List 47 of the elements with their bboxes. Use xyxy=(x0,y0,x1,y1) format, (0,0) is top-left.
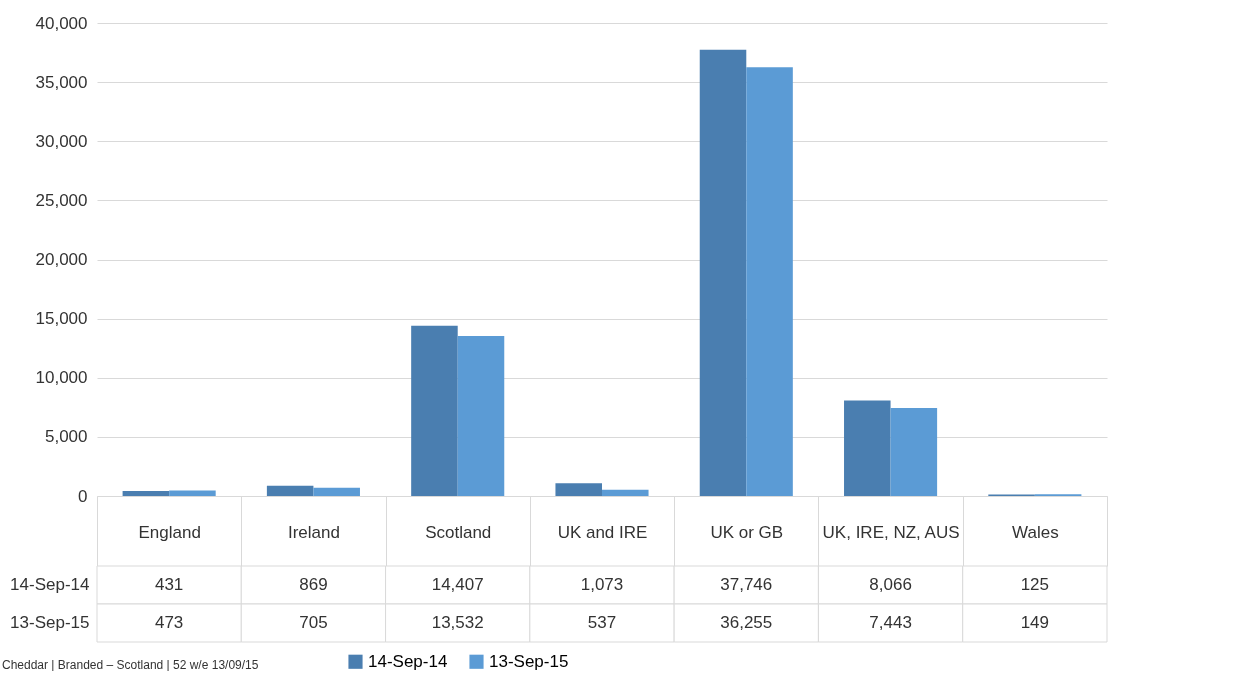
x-tick-label: UK and IRE xyxy=(557,522,648,542)
data-label: 7,443 xyxy=(869,613,912,632)
x-tick-label: Wales xyxy=(1012,522,1059,542)
bar xyxy=(844,400,891,496)
bar xyxy=(890,407,938,496)
text: Cheddar | Branded – Scotland | 52 w/e 13/09/15 xyxy=(2,658,259,672)
data-label: 125 xyxy=(1020,575,1050,594)
y-tick-label: 0 xyxy=(78,486,88,506)
x-tick-label: Scotland xyxy=(425,522,492,542)
data-label: 869 xyxy=(299,575,328,594)
y-tick-label: 15,000 xyxy=(35,309,88,329)
x-tick-label: Ireland xyxy=(287,522,340,542)
y-tick-label: 5,000 xyxy=(44,427,88,447)
data-label: 14,407 xyxy=(431,575,484,594)
data-label: 431 xyxy=(154,575,184,594)
data-label: 473 xyxy=(154,613,184,632)
bar xyxy=(411,325,458,496)
bar xyxy=(169,490,216,496)
y-tick-label: 25,000 xyxy=(35,190,88,210)
data-label: 36,255 xyxy=(720,613,773,632)
data-label: 705 xyxy=(299,613,328,632)
x-tick-label: UK, IRE, NZ, AUS xyxy=(822,522,960,542)
data-label: 537 xyxy=(587,613,617,632)
data-label: 149 xyxy=(1020,613,1050,632)
legend-label: 13-Sep-15 xyxy=(489,651,569,671)
y-tick-label: 10,000 xyxy=(35,368,88,388)
bar xyxy=(122,490,170,496)
bar xyxy=(457,335,505,496)
bar xyxy=(746,67,793,496)
y-tick-label: 20,000 xyxy=(35,250,88,269)
bar xyxy=(699,49,747,496)
y-tick-label: 40,000 xyxy=(35,13,88,33)
bar xyxy=(266,485,314,496)
data-label: 1,073 xyxy=(580,575,624,594)
bar xyxy=(602,489,649,496)
text: 13-Sep-15 xyxy=(10,613,90,632)
text: 14-Sep-14 xyxy=(10,575,90,594)
y-tick-label: 35,000 xyxy=(35,72,88,92)
x-tick-label: UK or GB xyxy=(710,522,784,542)
bar xyxy=(555,483,602,496)
x-tick-label: England xyxy=(138,522,201,542)
data-label: 13,532 xyxy=(431,613,484,632)
y-tick-label: 30,000 xyxy=(35,131,88,151)
data-label: 8,066 xyxy=(869,575,912,594)
legend-label: 14-Sep-14 xyxy=(368,651,448,671)
bar xyxy=(313,487,360,496)
data-label: 37,746 xyxy=(720,575,773,594)
